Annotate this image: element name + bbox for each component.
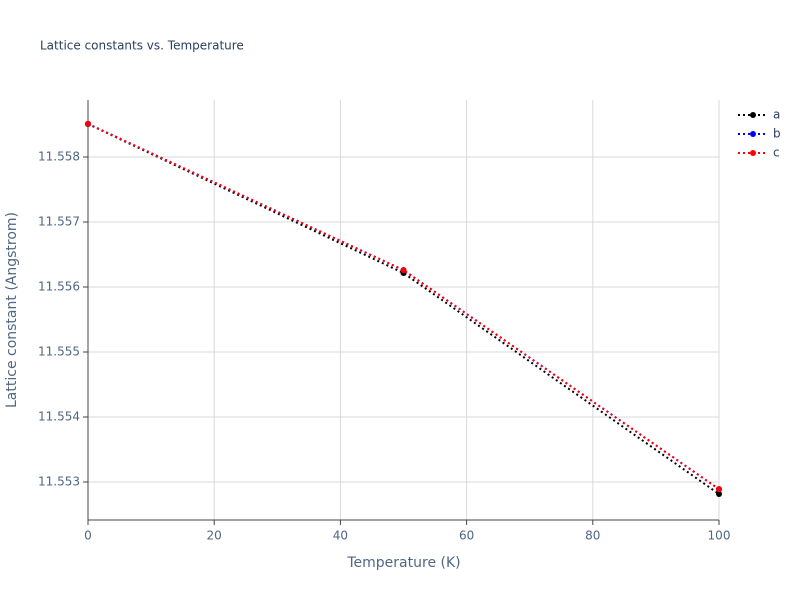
- legend-label: b: [773, 127, 781, 141]
- x-tick-label: 100: [708, 529, 731, 543]
- x-tick-label: 60: [459, 529, 474, 543]
- y-tick-label: 11.555: [38, 344, 80, 358]
- x-tick-label: 20: [207, 529, 222, 543]
- legend-label: a: [773, 108, 780, 122]
- data-point: [716, 491, 722, 498]
- legend-label: c: [773, 146, 780, 160]
- series-line: [87, 123, 720, 495]
- x-tick-label: 80: [585, 529, 600, 543]
- y-axis-title: Lattice constant (Angstrom): [4, 212, 20, 408]
- y-tick-label: 11.556: [38, 279, 80, 293]
- series-line: [87, 122, 720, 490]
- y-tick-label: 11.557: [38, 214, 80, 228]
- x-tick-label: 40: [333, 529, 348, 543]
- x-tick-label: 0: [84, 529, 92, 543]
- y-tick-label: 11.553: [38, 474, 80, 488]
- x-axis-title: Temperature (K): [346, 555, 460, 571]
- legend-marker: [750, 131, 756, 137]
- data-point: [400, 267, 407, 274]
- series-line: [87, 122, 720, 490]
- legend-marker: [750, 150, 756, 156]
- y-tick-label: 11.558: [38, 150, 80, 164]
- data-point: [85, 120, 91, 127]
- chart-title: Lattice constants vs. Temperature: [40, 39, 244, 53]
- data-point: [716, 486, 722, 493]
- legend-marker: [750, 112, 756, 118]
- y-tick-label: 11.554: [38, 409, 80, 423]
